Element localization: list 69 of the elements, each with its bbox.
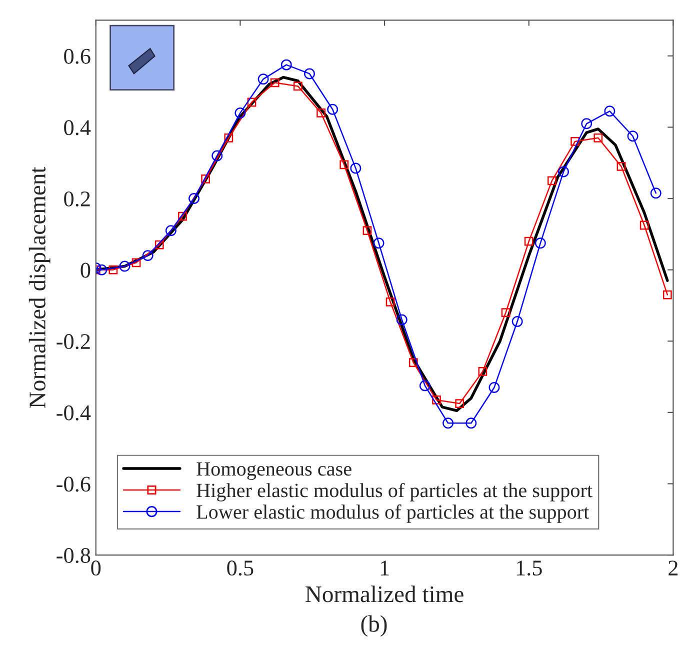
y-tick-label: 0 — [80, 262, 90, 278]
y-tick-label: -0.8 — [56, 548, 90, 564]
point — [362, 226, 372, 236]
point — [558, 166, 569, 178]
y-tick-label: 0.6 — [64, 48, 90, 64]
point — [270, 78, 280, 88]
point — [188, 193, 200, 204]
point — [616, 162, 626, 171]
point — [96, 264, 108, 276]
legend-label: Homogeneous case — [196, 462, 352, 480]
point — [316, 108, 326, 118]
point — [501, 308, 510, 318]
point — [466, 418, 477, 429]
point — [201, 174, 210, 184]
point — [304, 68, 315, 80]
point — [640, 220, 649, 230]
point — [327, 104, 338, 115]
y-tick-label: -0.6 — [56, 476, 90, 492]
y-axis-title: Normalized displacement — [28, 166, 50, 408]
x-axis-title: Normalized time — [306, 586, 464, 602]
y-tick-label: 0.2 — [64, 191, 90, 207]
point — [154, 240, 164, 250]
x-tick-label: 1 — [380, 560, 389, 576]
point — [594, 133, 603, 142]
point — [280, 59, 292, 70]
point — [442, 418, 454, 429]
point — [373, 238, 384, 249]
point — [478, 366, 488, 376]
point — [350, 162, 362, 174]
point — [512, 316, 523, 328]
point — [132, 258, 141, 268]
point — [178, 212, 187, 221]
point — [108, 265, 118, 274]
point — [396, 314, 408, 326]
point — [224, 133, 234, 142]
point — [604, 106, 616, 117]
x-tick-label: 0 — [91, 560, 101, 576]
y-tick-label: 0.4 — [64, 120, 91, 136]
point — [234, 107, 246, 118]
point — [258, 74, 269, 85]
point — [119, 260, 130, 272]
point — [650, 188, 662, 199]
point — [142, 250, 154, 262]
point — [408, 358, 418, 367]
point — [247, 98, 256, 107]
point — [212, 150, 223, 162]
point — [662, 290, 672, 300]
y-tick-label: -0.2 — [56, 334, 90, 350]
point — [581, 118, 592, 130]
text: (b) — [361, 615, 387, 637]
point — [548, 176, 556, 186]
point — [386, 297, 395, 306]
point — [570, 137, 580, 146]
point — [524, 236, 534, 246]
x-tick-label: 2 — [668, 560, 678, 576]
point — [627, 130, 638, 142]
point — [419, 380, 430, 392]
point — [293, 82, 302, 91]
x-tick-label: 1.5 — [516, 560, 542, 576]
legend-label: Lower elastic modulus of particles at the support — [196, 504, 590, 523]
point — [340, 160, 349, 170]
legend-label: Higher elastic modulus of particles at the support — [196, 482, 592, 502]
x-tick-label: 0.5 — [227, 560, 254, 576]
point — [165, 225, 176, 236]
point — [534, 238, 546, 249]
point — [432, 396, 441, 404]
point — [488, 382, 500, 393]
point — [455, 399, 464, 408]
y-tick-label: -0.4 — [56, 405, 91, 420]
